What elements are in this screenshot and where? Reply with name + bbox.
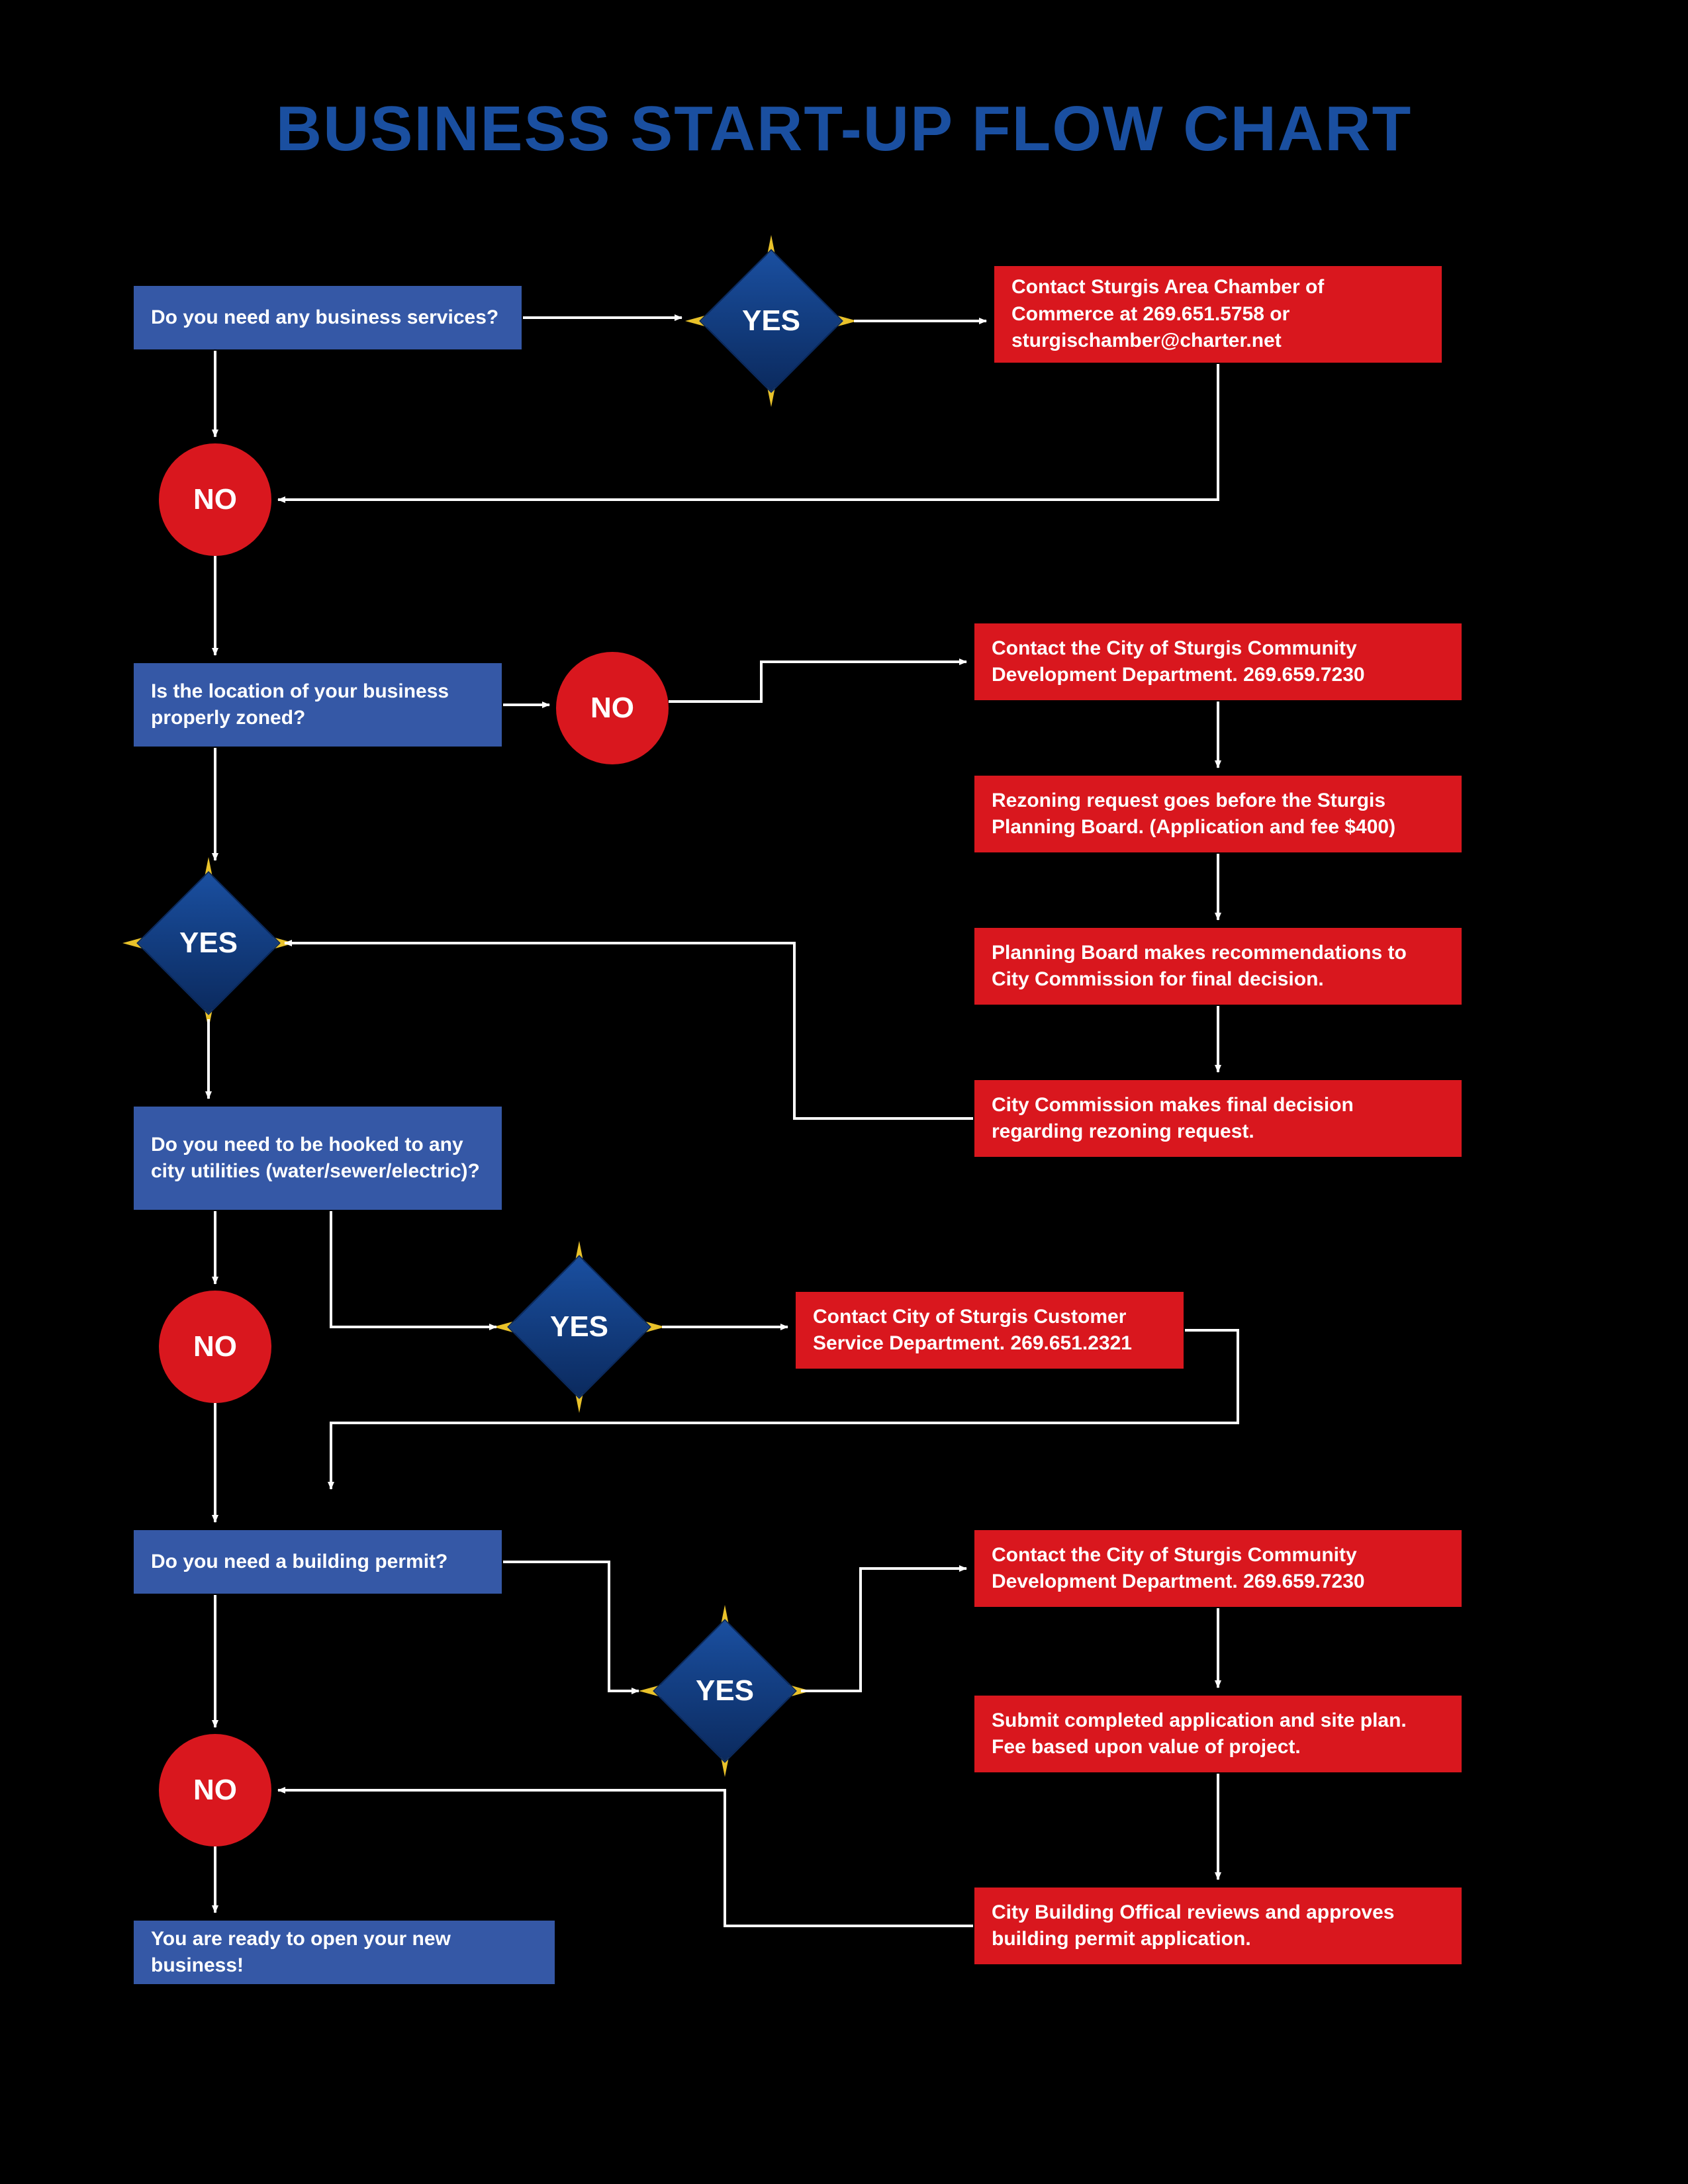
- node-no4: NO: [159, 1734, 271, 1846]
- node-r3: Contact City of Sturgis Customer Service…: [794, 1291, 1185, 1370]
- node-q1-text: Do you need any business services?: [151, 304, 498, 332]
- node-r4c: City Building Offical reviews and approv…: [973, 1886, 1463, 1966]
- node-no3: NO: [159, 1291, 271, 1403]
- node-yes3: YES: [510, 1257, 649, 1396]
- node-q3: Do you need to be hooked to any city uti…: [132, 1105, 503, 1211]
- node-q4: Do you need a building permit?: [132, 1529, 503, 1595]
- node-yes4: YES: [655, 1621, 794, 1760]
- node-r2d-text: City Commission makes final decision reg…: [992, 1092, 1444, 1146]
- node-yes2-text: YES: [179, 927, 238, 960]
- node-r4b: Submit completed application and site pl…: [973, 1694, 1463, 1774]
- node-r2b: Rezoning request goes before the Sturgis…: [973, 774, 1463, 854]
- node-r2c: Planning Board makes recommendations to …: [973, 927, 1463, 1006]
- node-r4a-text: Contact the City of Sturgis Community De…: [992, 1542, 1444, 1596]
- node-r3-text: Contact City of Sturgis Customer Service…: [813, 1304, 1166, 1357]
- node-yes3-text: YES: [550, 1310, 608, 1343]
- node-r4c-text: City Building Offical reviews and approv…: [992, 1899, 1444, 1953]
- node-yes4-text: YES: [696, 1674, 754, 1707]
- node-r4b-text: Submit completed application and site pl…: [992, 1707, 1444, 1761]
- node-q3-text: Do you need to be hooked to any city uti…: [151, 1132, 485, 1185]
- node-r1: Contact Sturgis Area Chamber of Commerce…: [993, 265, 1443, 364]
- node-q4-text: Do you need a building permit?: [151, 1549, 447, 1576]
- node-no1-text: NO: [193, 483, 237, 516]
- node-yes1: YES: [702, 251, 841, 390]
- node-final: You are ready to open your new business!: [132, 1919, 556, 1985]
- node-yes1-text: YES: [742, 304, 800, 338]
- node-r4a: Contact the City of Sturgis Community De…: [973, 1529, 1463, 1608]
- node-q2-text: Is the location of your business properl…: [151, 678, 485, 732]
- node-no2: NO: [556, 652, 669, 764]
- flowchart-page: BUSINESS START-UP FLOW CHART Do you need…: [0, 0, 1688, 2184]
- node-final-text: You are ready to open your new business!: [151, 1926, 538, 1979]
- page-title: BUSINESS START-UP FLOW CHART: [0, 93, 1688, 165]
- node-q2: Is the location of your business properl…: [132, 662, 503, 748]
- node-no1: NO: [159, 443, 271, 556]
- node-r2c-text: Planning Board makes recommendations to …: [992, 940, 1444, 993]
- node-yes2: YES: [139, 874, 278, 1013]
- node-r1-text: Contact Sturgis Area Chamber of Commerce…: [1011, 274, 1425, 355]
- node-r2a: Contact the City of Sturgis Community De…: [973, 622, 1463, 702]
- node-r2d: City Commission makes final decision reg…: [973, 1079, 1463, 1158]
- node-no3-text: NO: [193, 1330, 237, 1363]
- node-r2b-text: Rezoning request goes before the Sturgis…: [992, 788, 1444, 841]
- node-no4-text: NO: [193, 1774, 237, 1807]
- node-no2-text: NO: [590, 692, 634, 725]
- node-r2a-text: Contact the City of Sturgis Community De…: [992, 635, 1444, 689]
- node-q1: Do you need any business services?: [132, 285, 523, 351]
